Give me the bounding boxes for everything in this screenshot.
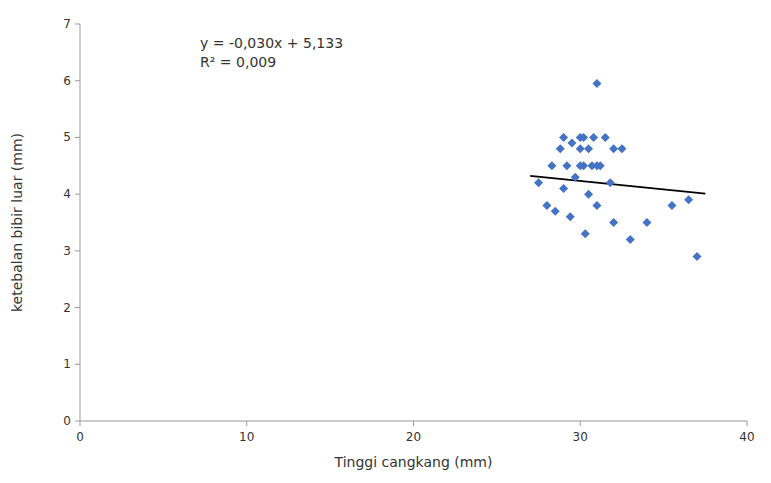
tick-label: 3 [63,244,71,258]
point [562,161,571,170]
point [609,218,618,227]
annotation-text: R² = 0,009 [200,54,276,70]
tick-label: 6 [63,74,71,88]
point [547,161,556,170]
point [684,195,693,204]
tick-mark [75,137,80,138]
x-axis-label: Tinggi cangkang (mm) [334,454,493,470]
tick-mark [747,421,748,426]
y-axis-line [80,24,81,421]
scatter-series [534,79,701,261]
tick-mark [80,421,81,426]
tick-mark [75,24,80,25]
axes: 0 1 2 3 4 5 6 7 0 10 20 30 40 [63,17,754,444]
tick-label: 2 [63,301,71,315]
point [534,178,543,187]
point [692,252,701,261]
tick-mark [413,421,414,426]
point [589,133,598,142]
point [609,144,618,153]
point [601,133,610,142]
tick-label: 4 [63,187,71,201]
x-axis-line [80,421,747,422]
tick-mark [246,421,247,426]
point [606,178,615,187]
point [542,201,551,210]
point [642,218,651,227]
point [617,144,626,153]
point [556,144,565,153]
tick-mark [75,250,80,251]
tick-label: 0 [63,414,71,428]
point [581,229,590,238]
tick-label: 40 [739,430,754,444]
point [592,79,601,88]
point [592,201,601,210]
point [571,173,580,182]
y-axis-label: ketebalan bibir luar (mm) [9,133,25,312]
point [584,144,593,153]
tick-label: 1 [63,357,71,371]
tick-label: 7 [63,17,71,31]
tick-mark [75,80,80,81]
point [566,212,575,221]
tick-mark [75,194,80,195]
tick-mark [75,421,80,422]
chart: 0 1 2 3 4 5 6 7 0 10 20 30 40 Tinggi cangkang (mm) ket… [0,0,771,483]
trend-line [530,176,705,194]
tick-label: 10 [239,430,254,444]
point [584,190,593,199]
point [626,235,635,244]
annotation: y = -0,030x + 5,133 R² = 0,009 [200,35,343,70]
point [567,139,576,148]
tick-label: 30 [573,430,588,444]
tick-label: 5 [63,130,71,144]
point [596,161,605,170]
point [551,207,560,216]
point [576,144,585,153]
point [579,133,588,142]
point [667,201,676,210]
point [559,133,568,142]
tick-label: 20 [406,430,421,444]
tick-mark [75,364,80,365]
tick-label: 0 [76,430,84,444]
annotation-text: y = -0,030x + 5,133 [200,35,343,51]
tick-mark [580,421,581,426]
plot-area [530,79,705,261]
point [579,161,588,170]
tick-mark [75,307,80,308]
point [559,184,568,193]
